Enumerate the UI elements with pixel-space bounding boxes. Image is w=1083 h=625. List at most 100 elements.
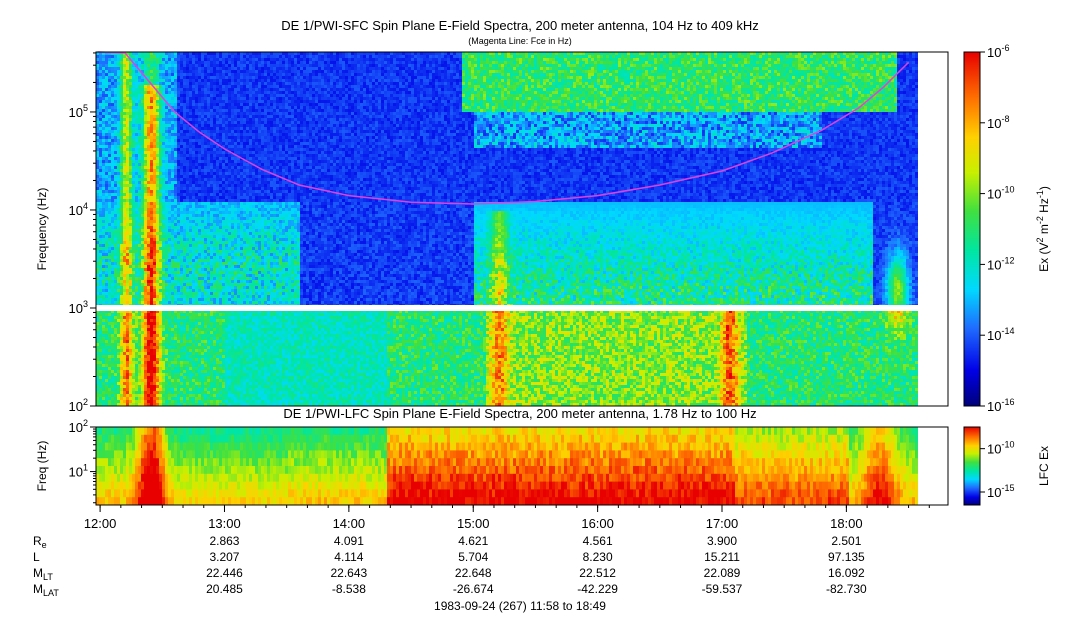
- heatmap-cell: [222, 100, 225, 103]
- heatmap-cell: [189, 301, 192, 304]
- heatmap-cell: [159, 136, 162, 139]
- heatmap-cell: [189, 262, 192, 265]
- heatmap-cell: [138, 103, 141, 106]
- heatmap-cell: [99, 232, 102, 235]
- heatmap-cell: [180, 109, 183, 112]
- heatmap-cell: [174, 364, 177, 367]
- heatmap-cell: [186, 346, 189, 349]
- heatmap-cell: [174, 391, 177, 394]
- heatmap-cell: [204, 61, 207, 64]
- heatmap-cell: [222, 154, 225, 157]
- heatmap-cell: [120, 241, 123, 244]
- heatmap-cell: [138, 274, 141, 277]
- heatmap-cell: [186, 241, 189, 244]
- heatmap-cell: [117, 253, 120, 256]
- heatmap-cell: [210, 58, 213, 61]
- heatmap-cell: [171, 322, 174, 325]
- heatmap-cell: [219, 202, 222, 205]
- heatmap-cell: [126, 196, 129, 199]
- heatmap-cell: [171, 205, 174, 208]
- heatmap-cell: [189, 373, 192, 376]
- heatmap-cell: [150, 148, 153, 151]
- heatmap-cell: [120, 70, 123, 73]
- heatmap-cell: [102, 358, 105, 361]
- heatmap-cell: [111, 301, 114, 304]
- heatmap-cell: [120, 283, 123, 286]
- heatmap-cell: [111, 388, 114, 391]
- heatmap-cell: [204, 349, 207, 352]
- heatmap-cell: [177, 64, 180, 67]
- heatmap-cell: [153, 292, 156, 295]
- heatmap-cell: [183, 253, 186, 256]
- heatmap-cell: [168, 196, 171, 199]
- heatmap-cell: [168, 229, 171, 232]
- heatmap-cell: [147, 139, 150, 142]
- heatmap-cell: [198, 217, 201, 220]
- heatmap-cell: [180, 277, 183, 280]
- heatmap-cell: [111, 208, 114, 211]
- heatmap-cell: [195, 325, 198, 328]
- heatmap-cell: [180, 142, 183, 145]
- heatmap-cell: [129, 73, 132, 76]
- heatmap-cell: [180, 148, 183, 151]
- heatmap-cell: [135, 103, 138, 106]
- heatmap-cell: [147, 208, 150, 211]
- heatmap-cell: [162, 376, 165, 379]
- heatmap-cell: [159, 184, 162, 187]
- heatmap-cell: [216, 139, 219, 142]
- heatmap-cell: [114, 73, 117, 76]
- heatmap-cell: [135, 220, 138, 223]
- heatmap-cell: [186, 115, 189, 118]
- heatmap-cell: [144, 151, 147, 154]
- heatmap-cell: [117, 127, 120, 130]
- heatmap-cell: [156, 178, 159, 181]
- heatmap-cell: [102, 394, 105, 397]
- heatmap-cell: [207, 397, 210, 400]
- heatmap-cell: [180, 130, 183, 133]
- heatmap-cell: [147, 88, 150, 91]
- heatmap-cell: [99, 208, 102, 211]
- heatmap-cell: [201, 112, 204, 115]
- heatmap-cell: [123, 250, 126, 253]
- heatmap-cell: [105, 346, 108, 349]
- heatmap-cell: [153, 193, 156, 196]
- heatmap-cell: [105, 82, 108, 85]
- heatmap-cell: [147, 313, 150, 316]
- heatmap-cell: [165, 133, 168, 136]
- heatmap-cell: [183, 193, 186, 196]
- heatmap-cell: [123, 154, 126, 157]
- heatmap-cell: [150, 151, 153, 154]
- heatmap-cell: [135, 358, 138, 361]
- heatmap-cell: [99, 334, 102, 337]
- heatmap-cell: [129, 133, 132, 136]
- heatmap-cell: [174, 103, 177, 106]
- heatmap-cell: [213, 94, 216, 97]
- heatmap-cell: [165, 211, 168, 214]
- heatmap-cell: [135, 367, 138, 370]
- heatmap-cell: [147, 163, 150, 166]
- heatmap-cell: [141, 292, 144, 295]
- heatmap-cell: [210, 355, 213, 358]
- heatmap-cell: [177, 256, 180, 259]
- heatmap-cell: [216, 364, 219, 367]
- heatmap-cell: [213, 361, 216, 364]
- heatmap-cell: [153, 121, 156, 124]
- heatmap-cell: [129, 400, 132, 403]
- heatmap-cell: [135, 280, 138, 283]
- heatmap-cell: [111, 76, 114, 79]
- heatmap-cell: [150, 343, 153, 346]
- heatmap-cell: [102, 364, 105, 367]
- heatmap-cell: [135, 328, 138, 331]
- heatmap-cell: [135, 388, 138, 391]
- heatmap-cell: [147, 55, 150, 58]
- heatmap-cell: [222, 61, 225, 64]
- heatmap-cell: [132, 97, 135, 100]
- heatmap-cell: [174, 268, 177, 271]
- heatmap-cell: [162, 295, 165, 298]
- heatmap-cell: [126, 142, 129, 145]
- heatmap-cell: [147, 316, 150, 319]
- heatmap-cell: [168, 217, 171, 220]
- heatmap-cell: [135, 79, 138, 82]
- heatmap-cell: [132, 187, 135, 190]
- heatmap-cell: [213, 349, 216, 352]
